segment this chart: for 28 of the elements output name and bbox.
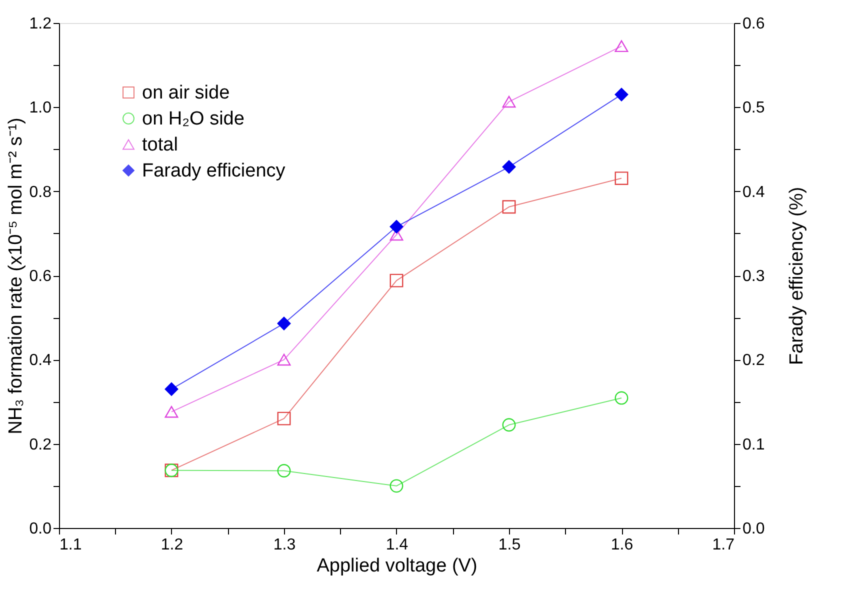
- y-tick-label: 0.8: [29, 184, 52, 201]
- x-axis-title: Applied voltage (V): [316, 556, 478, 576]
- y2-tick-label: 0.3: [742, 268, 765, 285]
- legend-label: on air side: [142, 82, 230, 104]
- legend-label: total: [142, 134, 178, 156]
- y-tick-label: 1.0: [29, 100, 52, 117]
- y-tick-label: 0.2: [29, 436, 52, 454]
- y2-tick-label: 0.4: [742, 184, 765, 201]
- x-tick-label: 1.3: [273, 536, 296, 554]
- y-tick-label: 0.4: [29, 352, 52, 370]
- legend-label: Farady efficiency: [142, 160, 286, 182]
- y2-tick-label: 0.6: [742, 16, 765, 32]
- x-tick-label: 1.5: [498, 536, 521, 554]
- y-tick-label: 0.0: [29, 520, 52, 538]
- y2-tick-label: 0.0: [742, 520, 765, 538]
- y2-tick-label: 0.1: [742, 436, 765, 454]
- legend-label: on H₂O side: [142, 108, 244, 130]
- y2-axis-title: Farady efficiency (%): [786, 186, 808, 366]
- x-tick-label: 1.2: [160, 536, 184, 554]
- y-tick-label: 0.6: [29, 268, 52, 285]
- x-tick-label: 1.4: [386, 536, 408, 554]
- x-tick-label: 1.6: [610, 536, 634, 554]
- x-tick-label: 1.1: [60, 536, 82, 554]
- y-axis-title: NH₃ formation rate (x10⁻⁵ mol m⁻² s⁻¹): [5, 118, 26, 434]
- x-tick-label: 1.7: [712, 536, 735, 554]
- y2-tick-label: 0.5: [742, 100, 765, 117]
- y2-tick-label: 0.2: [742, 352, 765, 370]
- y-tick-label: 1.2: [29, 16, 52, 32]
